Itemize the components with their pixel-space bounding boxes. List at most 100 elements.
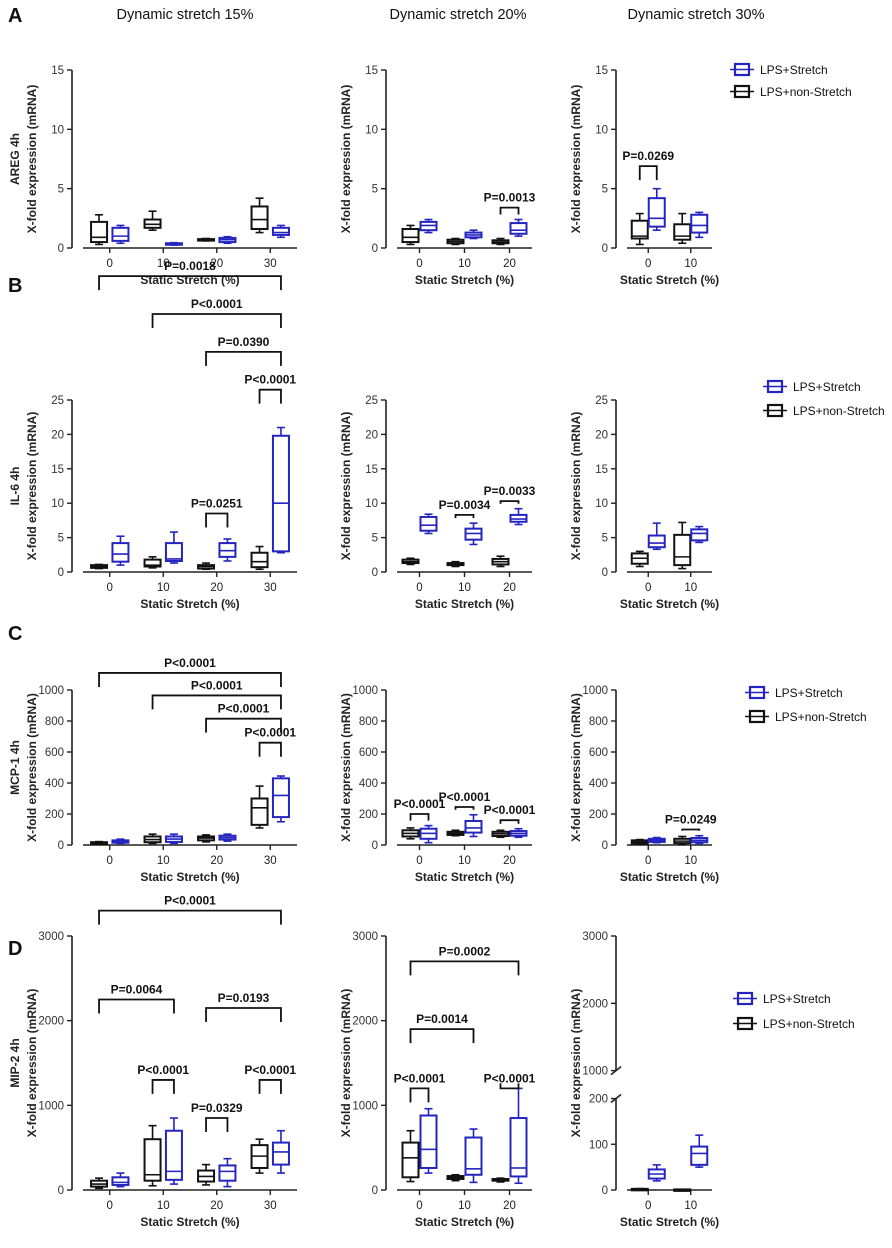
y-axis-title: X-fold expression (mRNA)	[569, 85, 583, 234]
p-value-label: P=0.0002	[439, 944, 491, 958]
p-value-label: P<0.0001	[191, 297, 243, 311]
plot-c2: 0 200 400 600 800 1000 0 10 20 Static Stretch (%)…	[339, 685, 536, 884]
box-non-stretch	[197, 562, 216, 571]
y-tick-label: 5	[58, 184, 64, 196]
y-tick-label: 0	[58, 567, 64, 579]
significance-bracket: P=0.0002	[409, 944, 520, 976]
box-stretch	[419, 218, 438, 234]
bracket-line	[258, 741, 282, 757]
legend-row-b: LPS+Stretch LPS+non-Stretch	[763, 379, 885, 418]
y-tick-label: 20	[595, 429, 608, 441]
box-non-stretch	[197, 237, 216, 242]
y-axis-title: X-fold expression (mRNA)	[25, 85, 39, 234]
significance-bracket: P=0.0013	[484, 191, 536, 215]
x-tick-label: 20	[210, 1200, 223, 1212]
x-tick-label: 10	[157, 855, 170, 867]
box-body	[164, 1129, 183, 1181]
y-tick-label: 0	[602, 243, 608, 255]
x-axis-title: Static Stretch (%)	[415, 273, 514, 287]
y-tick-label: 25	[595, 395, 608, 407]
x-tick-label: 20	[503, 855, 516, 867]
box-body	[218, 1164, 237, 1182]
significance-bracket: P<0.0001	[484, 803, 536, 824]
box-non-stretch	[630, 1187, 649, 1192]
x-tick-label: 10	[458, 855, 471, 867]
box-body	[271, 1141, 290, 1166]
p-value-label: P<0.0001	[244, 726, 296, 740]
box-stretch	[271, 224, 290, 239]
box-body	[111, 226, 130, 242]
x-axis-title: Static Stretch (%)	[140, 1215, 239, 1229]
significance-bracket: P=0.0329	[191, 1101, 243, 1133]
significance-bracket: P<0.0001	[394, 1071, 446, 1103]
bracket-line	[205, 350, 282, 366]
p-value-label: P<0.0001	[191, 678, 243, 692]
y-tick-label: 400	[589, 778, 608, 790]
box-non-stretch	[143, 833, 162, 845]
p-value-label: P<0.0001	[218, 702, 270, 716]
plot-d2: 0 1000 2000 3000 0 10 20 Static Stretch (%) X-fo…	[339, 931, 536, 1229]
legend-stretch-label: LPS+Stretch	[775, 686, 843, 700]
y-tick-label: 600	[359, 747, 378, 759]
x-tick-label: 20	[210, 582, 223, 594]
y-tick-label: 800	[589, 716, 608, 728]
significance-bracket: P<0.0001	[137, 1063, 189, 1094]
box-stretch	[647, 836, 666, 844]
box-body	[271, 434, 290, 553]
x-tick-label: 10	[458, 582, 471, 594]
box-non-stretch	[630, 212, 649, 246]
box-body	[271, 226, 290, 236]
box-stretch	[218, 833, 237, 842]
panel-letter-d: D	[8, 938, 22, 960]
box-non-stretch	[401, 827, 420, 840]
y-axis-title: X-fold expression (mRNA)	[25, 693, 39, 842]
box-stretch	[464, 1128, 483, 1184]
x-axis-title: Static Stretch (%)	[140, 870, 239, 884]
y-tick-label: 1000	[38, 685, 64, 697]
y-tick-label: 600	[589, 747, 608, 759]
x-tick-label: 20	[210, 855, 223, 867]
bracket-line	[638, 165, 658, 181]
p-value-label: P=0.0390	[218, 335, 270, 349]
box-body	[690, 213, 709, 234]
box-stretch	[690, 1134, 709, 1168]
significance-bracket: P=0.0249	[665, 813, 717, 831]
y-tick-label: 5	[372, 533, 378, 545]
y-tick-label: 0	[372, 840, 378, 852]
x-tick-label: 0	[416, 1200, 422, 1212]
box-non-stretch	[90, 840, 109, 846]
box-stretch	[164, 531, 183, 564]
legend-non-stretch-label: LPS+non-Stretch	[760, 85, 852, 99]
y-tick-label: 2000	[38, 1016, 64, 1028]
p-value-label: P<0.0001	[244, 1063, 296, 1077]
box-stretch	[111, 535, 130, 566]
box-non-stretch	[673, 1188, 692, 1192]
box-stretch	[509, 218, 528, 237]
box-non-stretch	[673, 521, 692, 570]
p-value-label: P<0.0001	[439, 790, 491, 804]
box-non-stretch	[143, 556, 162, 569]
y-tick-label: 5	[602, 184, 608, 196]
box-stretch	[419, 1107, 438, 1174]
y-tick-label: 1000	[352, 685, 378, 697]
y-tick-label: 2000	[582, 998, 608, 1010]
plot-c3: 0 200 400 600 800 1000 0 10 Static Stretch (%) X-…	[569, 685, 719, 884]
y-tick-label: 15	[595, 65, 608, 77]
x-tick-label: 0	[107, 582, 113, 594]
box-body	[464, 1136, 483, 1176]
box-body	[164, 542, 183, 562]
box-body	[111, 1176, 130, 1186]
box-stretch	[164, 241, 183, 246]
box-non-stretch	[491, 829, 510, 839]
x-tick-label: 0	[645, 1200, 651, 1212]
plot-a2: 0 5 10 15 0 10 20 Static Stretch (%) X-fold expr…	[339, 65, 536, 287]
box-body	[143, 558, 162, 568]
x-axis-title: Static Stretch (%)	[620, 870, 719, 884]
y-tick-label: 10	[595, 124, 608, 136]
box-body	[673, 223, 692, 241]
box-non-stretch	[401, 557, 420, 566]
x-tick-label: 0	[107, 1200, 113, 1212]
y-tick-label: 5	[372, 184, 378, 196]
y-tick-label: 0	[58, 243, 64, 255]
x-tick-label: 10	[684, 258, 697, 270]
